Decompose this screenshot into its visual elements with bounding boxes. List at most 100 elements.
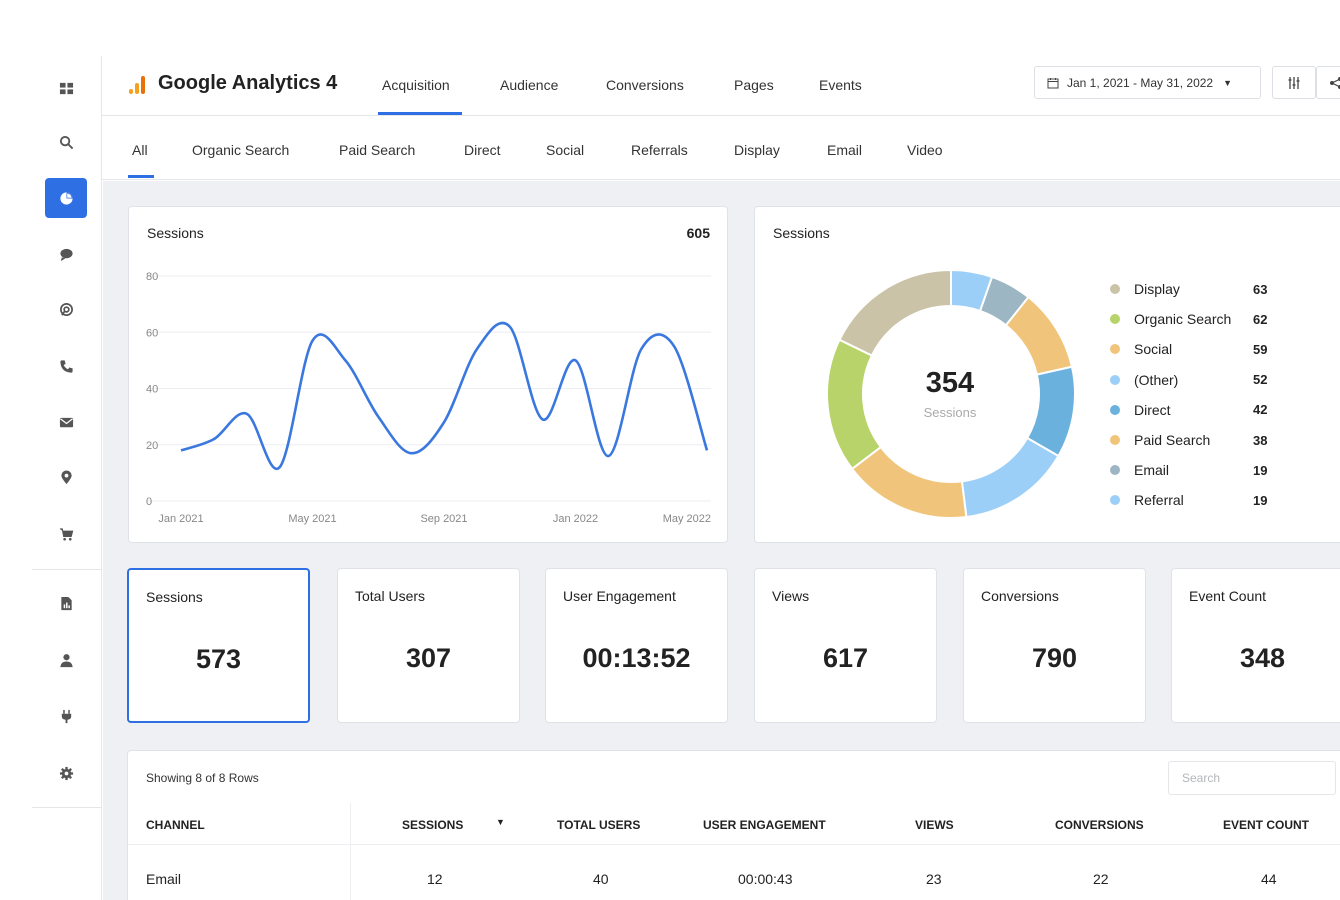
y-tick-label: 20 — [146, 440, 158, 452]
column-header-sessions[interactable]: SESSIONS — [402, 818, 464, 832]
legend-value: 38 — [1253, 432, 1268, 448]
column-header-conversions[interactable]: CONVERSIONS — [1055, 818, 1144, 832]
legend-swatch — [1110, 314, 1120, 325]
legend-item[interactable]: Display 63 — [1110, 281, 1267, 297]
chat-icon[interactable] — [45, 234, 87, 274]
subtab-organic-search[interactable]: Organic Search — [192, 142, 290, 158]
active-tab-indicator — [378, 112, 462, 115]
filter-button[interactable] — [1272, 66, 1316, 99]
metric-label: Event Count — [1189, 588, 1267, 604]
top-bar: Google Analytics 4 Acquisition Audience … — [102, 56, 1340, 116]
date-range-label: Jan 1, 2021 - May 31, 2022 — [1067, 75, 1214, 90]
subtab-paid-search[interactable]: Paid Search — [339, 142, 416, 158]
metric-card-total-users[interactable]: Total Users 307 — [337, 568, 520, 723]
legend-swatch — [1110, 465, 1120, 476]
column-header-views[interactable]: VIEWS — [915, 818, 954, 832]
analytics-logo-icon — [128, 74, 148, 94]
table-cell-total-users: 40 — [593, 871, 609, 887]
column-header-event-count[interactable]: EVENT COUNT — [1223, 818, 1310, 832]
subtab-all[interactable]: All — [132, 142, 148, 158]
legend-label: Social — [1134, 341, 1173, 358]
metric-label: Sessions — [146, 589, 203, 605]
phone-icon[interactable] — [45, 346, 87, 386]
user-icon[interactable] — [45, 640, 87, 680]
table-cell-event-count: 44 — [1261, 871, 1277, 887]
legend-item[interactable]: Paid Search 38 — [1110, 432, 1267, 448]
metric-label: Views — [772, 588, 810, 604]
metric-value: 573 — [195, 644, 242, 674]
tab-events[interactable]: Events — [819, 77, 862, 93]
x-tick-label: Jan 2021 — [158, 513, 203, 525]
mail-icon[interactable] — [45, 402, 87, 442]
location-pin-icon[interactable] — [45, 457, 87, 497]
metric-card-views[interactable]: Views 617 — [754, 568, 937, 723]
report-icon[interactable] — [45, 583, 87, 623]
spiral-icon[interactable] — [45, 289, 87, 329]
subtab-direct[interactable]: Direct — [464, 142, 501, 158]
subtab-display[interactable]: Display — [734, 142, 780, 158]
gear-icon[interactable] — [45, 753, 87, 793]
subtab-referrals[interactable]: Referrals — [631, 142, 688, 158]
column-header-channel[interactable]: CHANNEL — [146, 818, 205, 832]
search-icon[interactable] — [45, 122, 87, 162]
sessions-line-card: Sessions 605 0 20 40 60 80 Jan 2021 May 2021 Se… — [128, 206, 728, 543]
tab-pages[interactable]: Pages — [734, 77, 774, 93]
legend-label: Display — [1134, 281, 1180, 297]
metric-card-conversions[interactable]: Conversions 790 — [963, 568, 1146, 723]
legend-label: Organic Search — [1134, 311, 1232, 328]
legend-swatch — [1110, 495, 1120, 506]
legend-value: 59 — [1253, 341, 1268, 357]
legend-swatch — [1110, 344, 1120, 355]
column-header-user-engagement[interactable]: USER ENGAGEMENT — [703, 818, 826, 832]
donut-center-value: 354 — [925, 367, 975, 399]
table-search-input[interactable] — [1168, 761, 1336, 795]
legend-value: 63 — [1253, 281, 1268, 297]
donut-center-label: Sessions — [923, 405, 977, 420]
subtab-email[interactable]: Email — [827, 142, 863, 158]
subtab-video[interactable]: Video — [907, 142, 943, 158]
legend-item[interactable]: Direct 42 — [1110, 402, 1267, 418]
metric-card-sessions[interactable]: Sessions 573 — [127, 568, 310, 723]
sessions-donut-chart — [826, 268, 1076, 519]
legend-swatch — [1110, 284, 1120, 294]
table-cell-views: 23 — [926, 871, 942, 887]
column-header-total-users[interactable]: TOTAL USERS — [557, 818, 641, 832]
donut-card-title: Sessions — [773, 225, 830, 241]
donut-slice-other[interactable] — [960, 436, 1060, 519]
tab-audience[interactable]: Audience — [500, 77, 559, 93]
grid-icon[interactable] — [45, 68, 87, 108]
plug-icon[interactable] — [45, 696, 87, 736]
share-button[interactable] — [1316, 66, 1340, 99]
x-tick-label: May 2021 — [288, 513, 336, 525]
column-divider — [350, 803, 351, 900]
cart-icon[interactable] — [45, 514, 87, 554]
caret-down-icon: ▼ — [1223, 77, 1233, 88]
sort-desc-icon[interactable]: ▼ — [496, 817, 505, 827]
donut-slice-social[interactable] — [850, 445, 968, 519]
tab-acquisition[interactable]: Acquisition — [382, 77, 450, 93]
legend-item[interactable]: Referral 19 — [1110, 492, 1267, 508]
date-range-picker[interactable]: Jan 1, 2021 - May 31, 2022 ▼ — [1034, 66, 1261, 99]
legend-swatch — [1110, 404, 1120, 415]
legend-label: Email — [1134, 462, 1170, 479]
legend-item[interactable]: (Other) 52 — [1110, 372, 1267, 388]
metric-card-event-count[interactable]: Event Count 348 — [1171, 568, 1340, 723]
legend-value: 42 — [1253, 402, 1268, 418]
row-count-label: Showing 8 of 8 Rows — [146, 771, 259, 785]
metric-label: Conversions — [981, 588, 1059, 604]
pie-chart-icon[interactable] — [45, 178, 87, 218]
metric-card-user-engagement[interactable]: User Engagement 00:13:52 — [545, 568, 728, 723]
legend-item[interactable]: Organic Search 62 — [1110, 311, 1267, 328]
metric-value: 617 — [822, 643, 869, 673]
app-logo: Google Analytics 4 — [128, 72, 337, 95]
table-cell-channel: Email — [146, 871, 182, 887]
donut-slice-display[interactable] — [838, 268, 952, 357]
channel-tabs: All Organic Search Paid Search Direct So… — [102, 117, 1340, 180]
legend-item[interactable]: Email 19 — [1110, 462, 1267, 479]
tab-conversions[interactable]: Conversions — [606, 77, 684, 93]
subtab-social[interactable]: Social — [546, 142, 585, 158]
line-card-total: 605 — [686, 225, 710, 241]
line-card-title: Sessions — [147, 225, 204, 241]
metric-label: User Engagement — [563, 588, 676, 604]
legend-item[interactable]: Social 59 — [1110, 341, 1267, 358]
